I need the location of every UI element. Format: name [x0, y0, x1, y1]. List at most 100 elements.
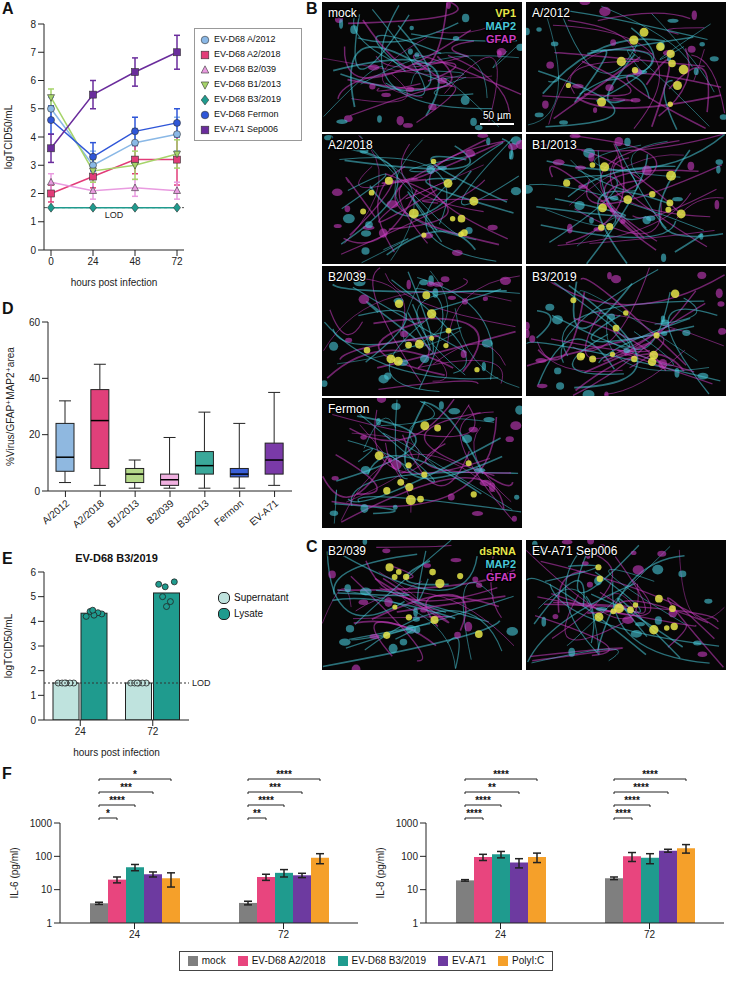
svg-text:B3/2019: B3/2019 [532, 270, 577, 284]
html-text:EV-D68 A2/2018: EV-D68 A2/2018 [251, 955, 326, 966]
svg-text:IL-6 (pg/ml): IL-6 (pg/ml) [9, 847, 20, 898]
svg-text:****: **** [258, 795, 274, 806]
svg-text:B2/039: B2/039 [328, 270, 366, 284]
svg-text:VP1: VP1 [495, 7, 516, 19]
svg-text:****: **** [642, 769, 658, 780]
svg-text:EV-A71 Sep006: EV-A71 Sep006 [532, 544, 618, 558]
svg-text:6: 6 [30, 567, 36, 578]
svg-text:0: 0 [30, 245, 36, 256]
svg-text:IL-8 (pg/ml): IL-8 (pg/ml) [375, 847, 386, 898]
svg-text:B3/2013: B3/2013 [175, 497, 211, 530]
svg-text:****: **** [109, 795, 125, 806]
svg-text:7: 7 [30, 47, 36, 58]
svg-text:****: **** [624, 795, 640, 806]
svg-text:6: 6 [30, 75, 36, 86]
svg-text:logTCID50/mL: logTCID50/mL [3, 104, 14, 169]
html-text:Lysate: Lysate [234, 608, 264, 619]
svg-text:100: 100 [35, 851, 52, 862]
html-text:EV-D68 B3/2019: EV-D68 B3/2019 [75, 552, 158, 564]
svg-text:***: *** [269, 782, 281, 793]
html-text:B: B [306, 0, 318, 17]
svg-text:*: * [133, 769, 137, 780]
svg-text:MAP2: MAP2 [485, 20, 516, 32]
svg-text:10: 10 [407, 884, 419, 895]
html-text:EV-A71: EV-A71 [452, 955, 486, 966]
svg-text:3: 3 [30, 641, 36, 652]
svg-text:60: 60 [29, 317, 41, 328]
svg-text:****: **** [615, 808, 631, 819]
svg-text:****: **** [633, 782, 649, 793]
svg-text:24: 24 [495, 929, 507, 940]
svg-text:B1/2013: B1/2013 [105, 497, 141, 530]
html-text:C: C [306, 538, 318, 555]
svg-text:72: 72 [278, 929, 290, 940]
svg-text:A/2012: A/2012 [40, 497, 72, 526]
svg-text:8: 8 [30, 19, 36, 30]
svg-text:72: 72 [644, 929, 656, 940]
html-text:E: E [2, 550, 13, 567]
html-text:PolyI:C: PolyI:C [512, 955, 545, 966]
svg-text:1: 1 [30, 216, 36, 227]
svg-text:0: 0 [30, 715, 36, 726]
svg-text:24: 24 [75, 726, 87, 737]
svg-text:GFAP: GFAP [486, 33, 516, 45]
svg-text:%Virus/GFAP⁺MAP2⁺area: %Virus/GFAP⁺MAP2⁺area [5, 347, 16, 466]
svg-text:hours post infection: hours post infection [73, 747, 160, 758]
svg-text:2: 2 [30, 665, 36, 676]
svg-text:48: 48 [129, 256, 141, 267]
svg-text:LOD: LOD [192, 678, 211, 688]
svg-text:100: 100 [401, 851, 418, 862]
svg-text:*: * [106, 808, 110, 819]
svg-text:1000: 1000 [30, 818, 53, 829]
svg-text:24: 24 [129, 929, 141, 940]
svg-text:GFAP: GFAP [486, 571, 516, 583]
svg-text:**: ** [253, 808, 261, 819]
svg-text:B1/2013: B1/2013 [532, 138, 577, 152]
svg-text:4: 4 [30, 616, 36, 627]
svg-text:3: 3 [30, 160, 36, 171]
svg-text:1000: 1000 [396, 818, 419, 829]
svg-text:***: *** [120, 782, 132, 793]
svg-text:4: 4 [30, 132, 36, 143]
svg-text:2: 2 [30, 188, 36, 199]
svg-text:0: 0 [48, 256, 54, 267]
svg-text:24: 24 [87, 256, 99, 267]
svg-text:72: 72 [171, 256, 183, 267]
svg-text:1: 1 [412, 918, 418, 929]
svg-text:0: 0 [34, 486, 40, 497]
html-text:mock: mock [201, 955, 226, 966]
svg-text:20: 20 [29, 429, 41, 440]
svg-text:dsRNA: dsRNA [479, 545, 516, 557]
svg-text:MAP2: MAP2 [485, 558, 516, 570]
svg-text:10: 10 [41, 884, 53, 895]
svg-text:50 µm: 50 µm [483, 110, 511, 121]
svg-text:logTCID50/mL: logTCID50/mL [3, 613, 14, 678]
html-text:EV-D68 B3/2019: EV-D68 B3/2019 [351, 955, 427, 966]
svg-text:mock: mock [328, 6, 358, 20]
html-text:A: A [2, 0, 14, 17]
svg-text:40: 40 [29, 373, 41, 384]
svg-text:****: **** [493, 769, 509, 780]
svg-text:A2/2018: A2/2018 [328, 138, 373, 152]
svg-text:A/2012: A/2012 [532, 6, 570, 20]
svg-text:5: 5 [30, 103, 36, 114]
svg-text:****: **** [276, 769, 292, 780]
svg-text:hours post infection: hours post infection [71, 277, 158, 288]
svg-text:1: 1 [30, 690, 36, 701]
html-text:Supernatant: Supernatant [234, 592, 289, 603]
svg-text:****: **** [466, 808, 482, 819]
svg-text:****: **** [475, 795, 491, 806]
html-text:EV-D68 A/2012: EV-D68 A/2012 [214, 34, 276, 44]
svg-text:1: 1 [46, 918, 52, 929]
svg-text:B2/039: B2/039 [328, 544, 366, 558]
svg-text:Fermon: Fermon [328, 402, 369, 416]
svg-text:72: 72 [147, 726, 159, 737]
svg-text:5: 5 [30, 591, 36, 602]
svg-text:LOD: LOD [105, 210, 124, 220]
svg-text:B2/039: B2/039 [144, 497, 176, 526]
html-text:D: D [2, 300, 14, 317]
svg-text:Fermon: Fermon [212, 498, 245, 529]
svg-text:**: ** [488, 782, 496, 793]
svg-text:A2/2018: A2/2018 [71, 497, 107, 530]
svg-text:EV-A71: EV-A71 [247, 497, 280, 528]
